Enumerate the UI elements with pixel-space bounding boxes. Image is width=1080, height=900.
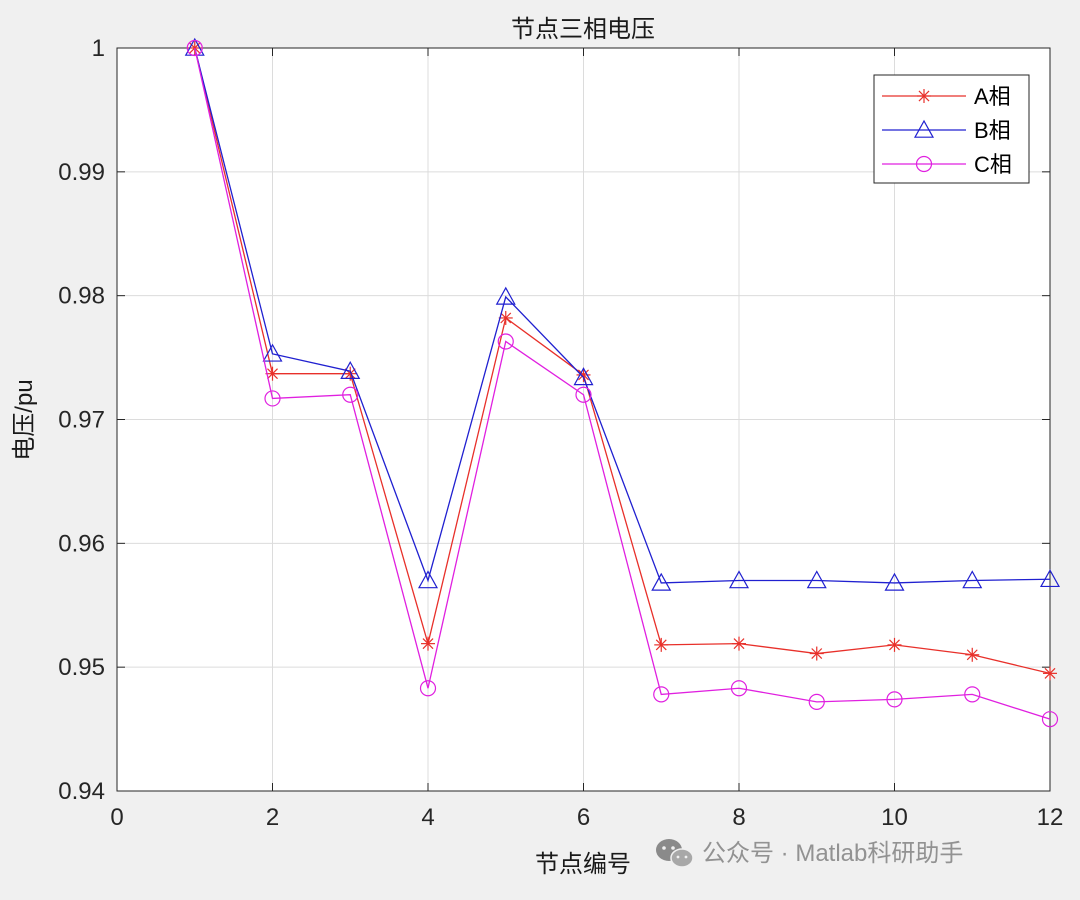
x-tick-label: 4 [421,804,434,831]
data-point-circle [808,693,825,710]
y-tick-label: 0.94 [58,778,105,805]
data-point-triangle [962,570,983,589]
x-tick-label: 0 [110,804,123,831]
x-tick-label: 10 [881,804,908,831]
y-tick-label: 0.97 [58,407,105,434]
data-point-asterisk [1043,666,1057,681]
data-point-circle [575,386,592,403]
legend-label: C相 [974,152,1012,177]
data-point-asterisk [809,646,824,661]
data-point-asterisk [265,366,280,381]
data-point-circle [886,691,903,708]
data-point-triangle [417,570,439,589]
data-point-circle [1041,711,1059,728]
data-point-circle [653,686,670,703]
y-axis-label: 电压/pu [11,379,38,460]
x-tick-label: 2 [266,804,279,831]
data-point-triangle [262,343,283,362]
data-point-triangle [806,570,827,589]
legend-entry: C相 [882,152,1012,177]
series-line [194,47,1051,674]
legend-marker-asterisk [917,89,931,103]
series-line [194,47,1051,720]
chart-title: 节点三相电压 [511,16,655,43]
data-point-circle [264,390,281,407]
data-point-circle [342,386,359,403]
x-tick-label: 12 [1037,804,1064,831]
data-point-circle [419,680,437,697]
legend-entry: A相 [882,84,1011,109]
data-point-circle [964,686,981,703]
data-point-asterisk [887,637,902,652]
legend-label: B相 [974,118,1011,143]
legend-marker-triangle [913,119,935,138]
data-point-asterisk [421,636,435,651]
data-point-asterisk [654,637,669,652]
x-axis-label: 节点编号 [535,851,631,878]
data-point-triangle [884,572,905,591]
y-tick-label: 1 [92,35,105,62]
y-tick-label: 0.98 [58,283,105,310]
wechat-icon [656,839,694,868]
y-tick-label: 0.96 [58,530,105,557]
y-tick-label: 0.95 [58,654,105,681]
legend-marker-circle [915,155,933,173]
legend-label: A相 [974,84,1011,109]
data-point-circle [730,680,748,697]
data-point-triangle [573,367,594,386]
data-point-triangle [651,572,672,591]
data-point-asterisk [576,367,591,382]
data-point-circle [497,333,514,350]
data-point-asterisk [732,636,746,651]
legend-box [873,74,1030,184]
data-point-triangle [728,570,750,589]
legend: A相 B相 C相 [873,74,1030,184]
data-point-circle [186,39,203,57]
axis-ticks: 0 2 4 6 8 10 12 0.94 0.95 0.96 0.97 0.98 0.99 1 [58,35,1063,831]
series-b-phase [184,37,1061,591]
data-point-asterisk [965,647,980,662]
watermark-text: 公众号 · Matlab科研助手 [702,840,963,867]
watermark: 公众号 · Matlab科研助手 [656,839,963,868]
data-point-triangle [340,360,361,380]
legend-entry: B相 [882,118,1011,143]
data-point-triangle [495,286,516,305]
data-point-triangle [1039,569,1061,588]
series-c-phase [186,39,1059,728]
data-point-asterisk [498,310,513,325]
series-lines [184,37,1061,728]
y-tick-label: 0.99 [58,159,105,186]
series-line [194,47,1051,584]
x-tick-label: 6 [577,804,590,831]
x-tick-label: 8 [732,804,745,831]
